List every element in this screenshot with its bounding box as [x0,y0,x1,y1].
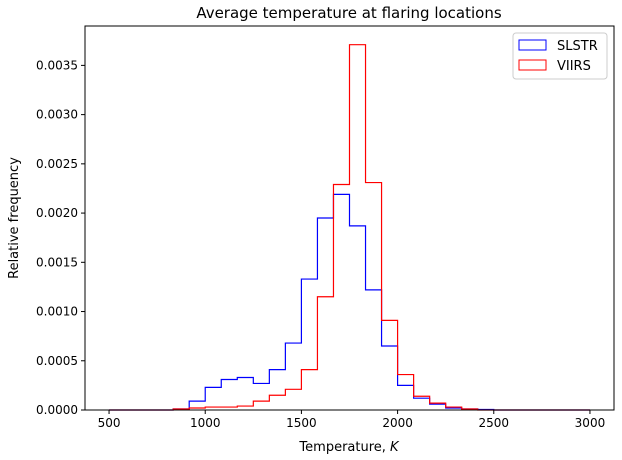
legend: SLSTR VIIRS [512,32,608,80]
x-tick-label: 2000 [382,416,413,430]
legend-box [512,32,608,80]
y-tick-label: 0.0035 [36,58,78,72]
y-tick-label: 0.0005 [36,354,78,368]
y-tick-label: 0.0025 [36,157,78,171]
plot-area: 500 1000 1500 2000 2500 3000 0.0000 0.0005 0.001… [36,25,615,430]
x-tick-label: 1000 [190,416,221,430]
legend-swatch-viirs [518,59,547,71]
y-axis-label: Relative frequency [7,157,22,279]
y-tick-label: 0.0030 [36,108,78,122]
chart-title: Average temperature at flaring locations [196,4,502,22]
x-tick-label: 3000 [575,416,606,430]
legend-swatch-slstr [518,39,547,51]
y-tick-label: 0.0020 [36,206,78,220]
y-tick-label: 0.0010 [36,305,78,319]
y-tick-label: 0.0000 [36,403,78,417]
x-axis-label: Temperature, K [298,440,400,455]
x-tick-label: 1500 [286,416,317,430]
legend-label-slstr: SLSTR [557,39,598,54]
x-tick-label: 500 [98,416,121,430]
x-tick-label: 2500 [478,416,509,430]
axes-frame [84,25,615,411]
legend-label-viirs: VIIRS [557,59,591,74]
series-slstr-histogram [109,193,590,411]
series-viirs-histogram [109,44,590,411]
y-tick-label: 0.0015 [36,255,78,269]
